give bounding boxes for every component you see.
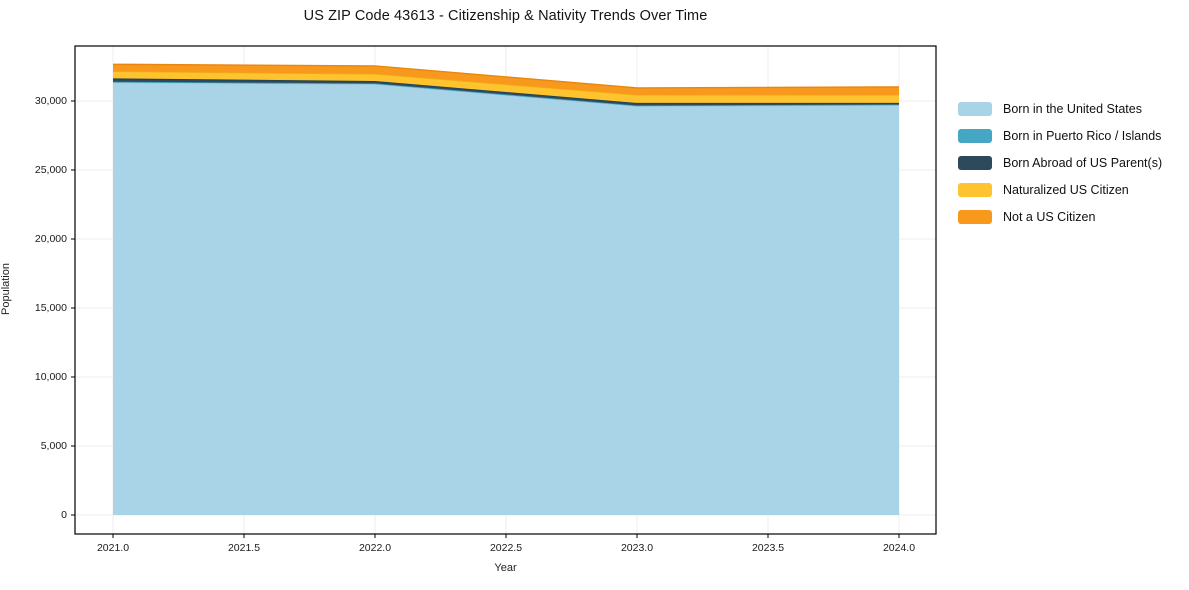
legend-item: Born in Puerto Rico / Islands [958,129,1162,143]
legend-swatch-icon [958,183,992,197]
legend-swatch-icon [958,156,992,170]
chart-title: US ZIP Code 43613 - Citizenship & Nativi… [303,8,708,24]
legend-label: Born in Puerto Rico / Islands [1003,129,1162,143]
legend-swatch-icon [958,210,992,224]
y-tick-label: 25,000 [34,163,67,176]
legend-label: Naturalized US Citizen [1003,183,1129,197]
y-tick-label: 20,000 [34,232,67,245]
x-tick-label: 2022.5 [489,542,523,554]
area-2 [113,78,899,106]
x-tick-label: 2023.5 [751,542,785,554]
y-tick-label: 15,000 [34,301,67,314]
area-edge-4 [112,63,900,89]
legend-item: Not a US Citizen [958,210,1162,224]
legend-item: Born Abroad of US Parent(s) [958,156,1162,170]
y-tick-label: 30,000 [34,94,67,107]
legend-label: Born Abroad of US Parent(s) [1003,156,1163,170]
area-4 [113,64,899,95]
legend-item: Born in the United States [958,102,1162,116]
legend-item: Naturalized US Citizen [958,183,1162,197]
x-tick-label: 2022.0 [358,542,392,554]
legend-swatch-icon [958,102,992,116]
y-axis-label: Population [0,263,12,315]
legend-label: Not a US Citizen [1003,210,1096,224]
area-0 [113,82,899,516]
x-tick-label: 2023.0 [620,542,654,554]
legend-label: Born in the United States [1003,102,1142,116]
legend: Born in the United States Born in Puerto… [958,102,1162,237]
x-tick-label: 2021.5 [227,542,261,554]
y-tick-label: 0 [61,508,67,521]
x-axis-label: Year [494,562,517,574]
y-tick-label: 10,000 [34,370,67,383]
x-tick-label: 2024.0 [882,542,916,554]
legend-swatch-icon [958,129,992,143]
y-tick-label: 5,000 [40,439,67,452]
x-tick-label: 2021.0 [96,542,130,554]
